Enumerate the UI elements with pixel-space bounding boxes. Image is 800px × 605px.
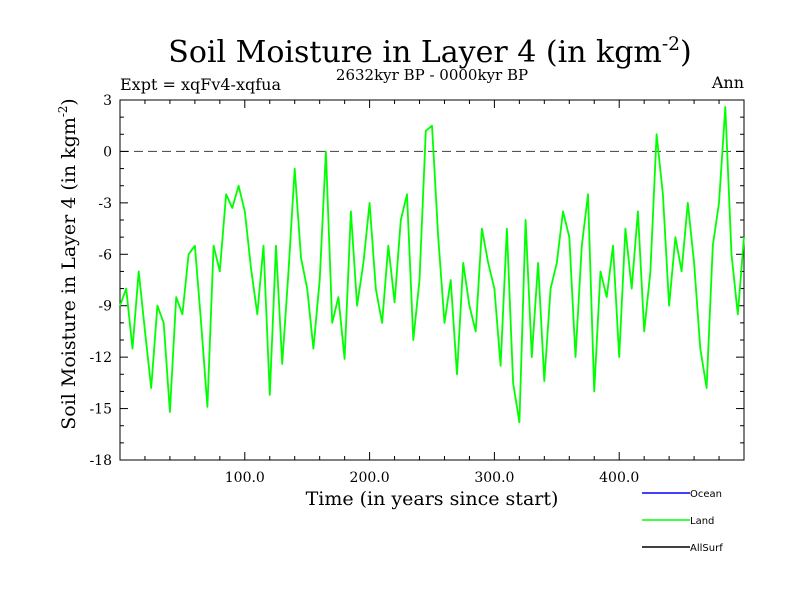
plot-area	[119, 99, 745, 461]
legend: Ocean Land AllSurf	[642, 489, 723, 554]
x-tick-label: 200.0	[350, 470, 390, 486]
y-tick-label: 0	[103, 144, 112, 160]
y-tick-label: -15	[89, 402, 112, 418]
x-tick-label: 100.0	[225, 470, 265, 486]
x-tick-label: 400.0	[599, 470, 639, 486]
plot-border	[119, 99, 745, 461]
y-tick-label: -18	[89, 453, 112, 469]
y-tick-label: -9	[98, 299, 112, 315]
x-axis: 100.0 200.0 300.0 400.0	[144, 100, 720, 486]
chart-title: Soil Moisture in Layer 4 (in kgm-2)	[168, 34, 691, 70]
legend-label-allsurf: AllSurf	[690, 543, 723, 554]
x-axis-label: Time (in years since start)	[306, 488, 559, 510]
y-tick-label: -3	[98, 196, 112, 212]
series-line-land	[119, 106, 745, 424]
x-tick-label: 300.0	[474, 470, 514, 486]
season-label: Ann	[711, 73, 744, 92]
y-axis-label: Soil Moisture in Layer 4 (in kgm-2)	[56, 98, 80, 429]
y-axis: 3 0 -3 -6 -9 -12 -15 -18	[89, 93, 744, 469]
y-tick-label: -6	[98, 247, 112, 263]
y-tick-label: 3	[103, 93, 112, 109]
legend-label-ocean: Ocean	[690, 489, 722, 500]
series-layer	[119, 106, 745, 424]
experiment-label: Expt = xqFv4-xqfua	[120, 75, 281, 94]
chart-subtitle: 2632kyr BP - 0000kyr BP	[336, 66, 528, 84]
legend-label-land: Land	[690, 516, 714, 527]
y-tick-label: -12	[89, 350, 112, 366]
